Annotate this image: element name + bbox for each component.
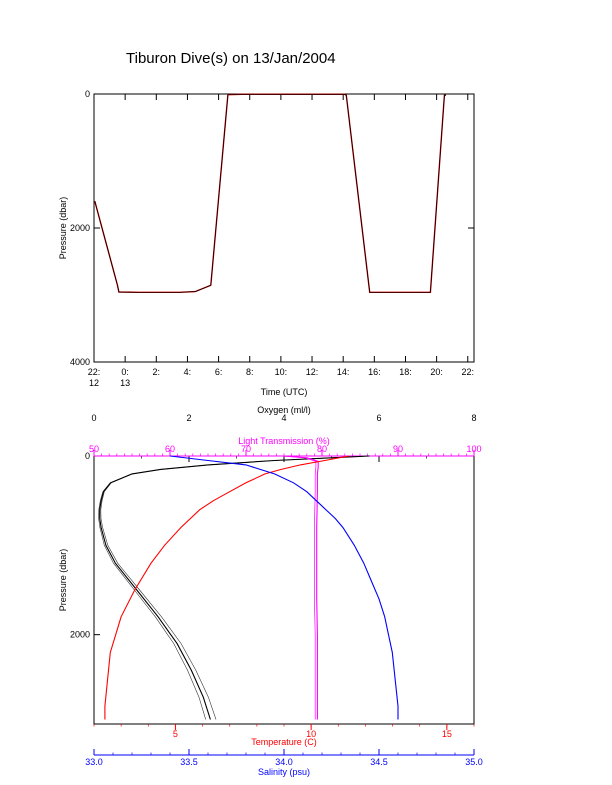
plot-frame-bottom [93,455,475,725]
x-tick-label-hour: 16: [368,367,381,377]
y-tick-label-top: 4000 [70,357,90,367]
x-tick-label-day: 12 [89,378,99,388]
x-tick-label-day: 13 [120,378,130,388]
y-tick-label-bottom: 2000 [70,630,90,640]
profile-line-oxygen-repeat [98,455,370,720]
axis-tick-label: 6 [376,413,381,423]
axis-title: Oxygen (ml/l) [257,405,311,415]
x-tick-label-hour: 6: [215,367,223,377]
y-tick-label-bottom: 0 [85,451,90,461]
x-tick-label-hour: 14: [337,367,350,377]
axis-tick-label: 60 [165,444,175,454]
axis-tick-label: 70 [241,444,251,454]
axis-tick-label: 33.5 [180,757,198,767]
x-tick-label-hour: 18: [399,367,412,377]
axis-tick-label: 10 [306,729,316,739]
x-tick-label-hour: 4: [184,367,192,377]
axis-tick-label: 50 [89,444,99,454]
profile-line-light-transmission [283,455,319,720]
profile-line-oxygen-repeat [100,455,370,720]
x-tick-label-hour: 20: [430,367,443,377]
axis-tick-label: 100 [466,444,481,454]
axis-tick-label: 15 [442,729,452,739]
x-tick-label-hour: 8: [246,367,254,377]
x-tick-label-hour: 22: [462,367,475,377]
axis-tick-label: 34.5 [370,757,388,767]
axis-tick-label: 8 [471,413,476,423]
axis-tick-label: 34.0 [275,757,293,767]
axis-tick-label: 2 [186,413,191,423]
x-tick-label-hour: 22: [88,367,101,377]
axis-tick-label: 33.0 [85,757,103,767]
y-axis-label-bottom: Pressure (dbar) [58,549,68,612]
x-tick-label-hour: 12: [306,367,319,377]
axis-title: Temperature (C) [251,737,317,747]
profile-line-light-transmission-repeat [281,455,317,720]
axis-title: Salinity (psu) [258,767,310,777]
y-tick-label-top: 0 [85,89,90,99]
axis-tick-label: 90 [393,444,403,454]
axis-tick-label: 80 [317,444,327,454]
x-tick-label-hour: 10: [275,367,288,377]
profile-line-salinity [169,455,399,720]
axis-tick-label: 0 [91,413,96,423]
y-axis-label-top: Pressure (dbar) [58,197,68,260]
dive-pressure-line-overlay [94,93,447,293]
profile-line-temperature [104,455,350,720]
profile-line-oxygen [99,455,370,720]
axis-tick-label: 35.0 [465,757,483,767]
chart-title: Tiburon Dive(s) on 13/Jan/2004 [126,50,336,67]
plot-frame-top [93,93,475,363]
x-tick-label-hour: 2: [153,367,161,377]
axis-tick-label: 5 [173,729,178,739]
x-tick-label-hour: 0: [121,367,129,377]
axis-title: Light Transmission (%) [238,436,330,446]
y-tick-label-top: 2000 [70,223,90,233]
dive-pressure-line [94,93,447,293]
axis-tick-label: 4 [281,413,286,423]
x-axis-label-top: Time (UTC) [261,387,308,397]
